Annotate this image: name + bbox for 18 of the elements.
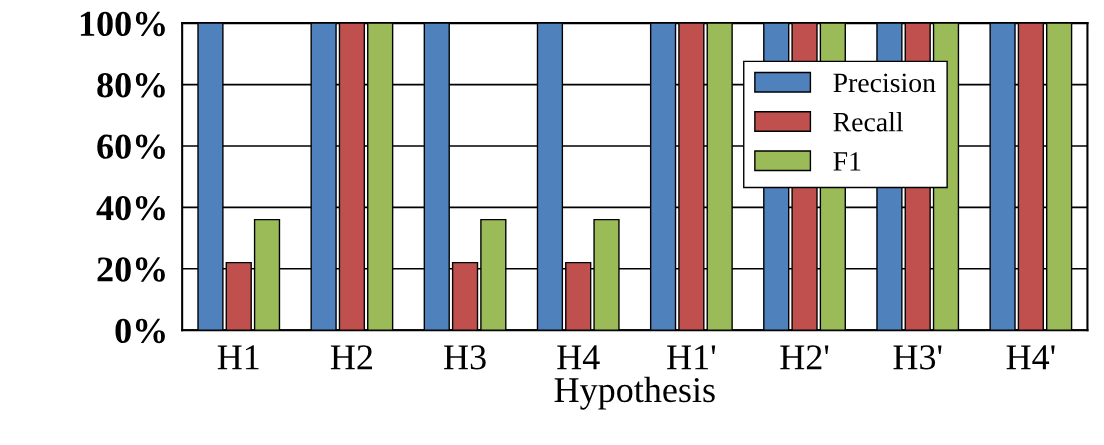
y-tick-label: 80% xyxy=(97,73,165,98)
x-tick-label: H2 xyxy=(330,345,372,370)
x-axis-title: Hypothesis xyxy=(554,376,715,410)
x-tick-label: H4' xyxy=(1006,345,1055,370)
x-tick-label: H3' xyxy=(893,345,942,370)
y-tick-label: 100% xyxy=(80,11,165,37)
y-tick-label: 20% xyxy=(97,257,165,282)
y-tick-label: 0% xyxy=(115,318,165,344)
y-tick-label: 40% xyxy=(96,195,165,221)
x-tick-label: H3 xyxy=(444,345,486,370)
legend-label: F1 xyxy=(833,152,861,171)
legend-label: Recall xyxy=(833,111,904,132)
x-tick-label: H4 xyxy=(557,345,600,370)
x-tick-label: H1' xyxy=(667,345,716,370)
x-tick-label: H2' xyxy=(780,345,829,370)
y-tick-label: 60% xyxy=(97,134,165,159)
legend-label: Precision xyxy=(833,73,936,93)
x-tick-label: H1 xyxy=(217,345,259,370)
